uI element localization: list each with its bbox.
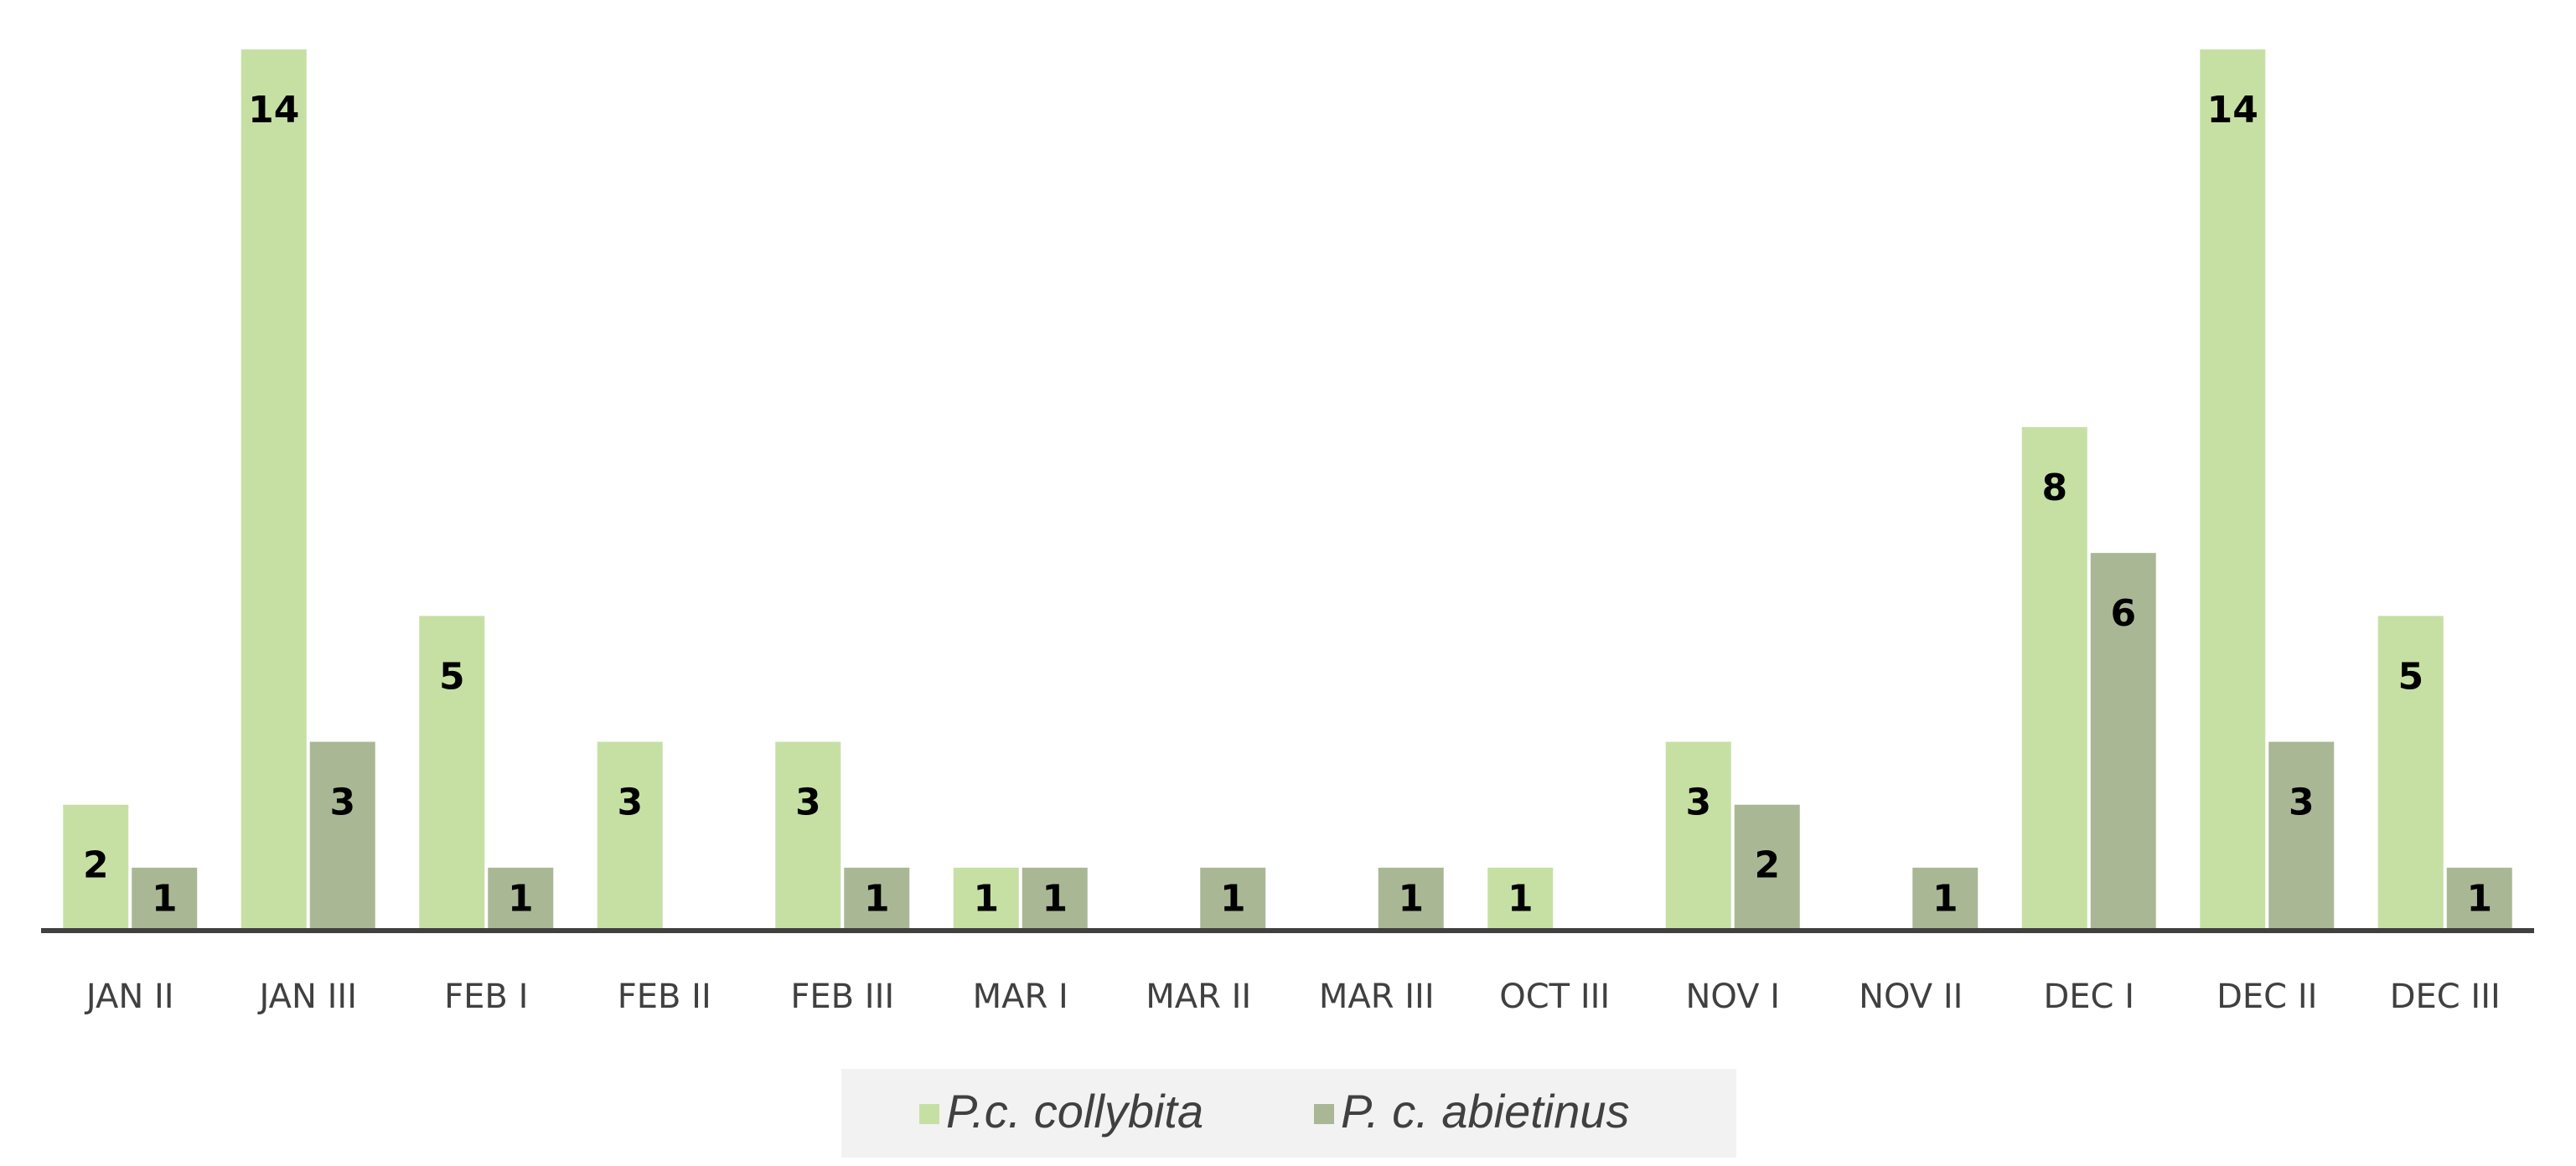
data-label: 1 bbox=[1932, 877, 1958, 920]
bar bbox=[1022, 867, 1088, 931]
x-tick-label: FEB II bbox=[618, 978, 711, 1016]
bar bbox=[63, 804, 129, 931]
data-label: 1 bbox=[1220, 877, 1246, 920]
x-tick-label: MAR I bbox=[973, 978, 1068, 1016]
data-label: 1 bbox=[1398, 877, 1424, 920]
x-tick-label: DEC III bbox=[2390, 978, 2501, 1016]
data-label: 5 bbox=[2398, 655, 2423, 698]
x-tick-label: JAN II bbox=[84, 978, 174, 1016]
x-tick-label: DEC II bbox=[2216, 978, 2317, 1016]
data-label: 1 bbox=[1042, 877, 1068, 920]
bar bbox=[2090, 553, 2156, 931]
bar bbox=[2446, 867, 2512, 931]
legend-label: P. c. abietinus bbox=[1341, 1085, 1630, 1138]
data-label: 1 bbox=[2466, 877, 2492, 920]
legend-label: P.c. collybita bbox=[946, 1085, 1203, 1138]
bar bbox=[597, 741, 663, 931]
data-label: 1 bbox=[864, 877, 890, 920]
bar bbox=[419, 616, 485, 931]
data-label: 8 bbox=[2041, 467, 2067, 509]
bar bbox=[1200, 867, 1266, 931]
x-tick-label: MAR II bbox=[1146, 978, 1251, 1016]
data-label: 14 bbox=[2207, 89, 2258, 132]
data-label: 6 bbox=[2110, 592, 2136, 635]
bar bbox=[953, 867, 1019, 931]
data-label: 2 bbox=[1754, 844, 1780, 887]
bar bbox=[1912, 867, 1979, 931]
x-tick-label: FEB III bbox=[790, 978, 894, 1016]
data-label: 1 bbox=[508, 877, 534, 920]
bar bbox=[1487, 867, 1554, 931]
data-label: 1 bbox=[1508, 877, 1534, 920]
data-label: 3 bbox=[617, 782, 643, 824]
data-label: 1 bbox=[973, 877, 999, 920]
data-label: 3 bbox=[1685, 782, 1711, 824]
x-tick-label: NOV II bbox=[1859, 978, 1963, 1016]
data-label: 3 bbox=[795, 782, 821, 824]
x-tick-label: NOV I bbox=[1685, 978, 1780, 1016]
bar bbox=[241, 49, 307, 931]
bar bbox=[488, 867, 554, 931]
data-label: 14 bbox=[248, 89, 299, 132]
x-tick-label: MAR III bbox=[1319, 978, 1435, 1016]
x-tick-label: OCT III bbox=[1499, 978, 1610, 1016]
bar bbox=[2021, 426, 2087, 931]
bar bbox=[2200, 49, 2266, 931]
bar bbox=[309, 741, 375, 931]
bar bbox=[1734, 804, 1800, 931]
bar bbox=[2268, 741, 2335, 931]
data-label: 5 bbox=[439, 655, 465, 698]
bar bbox=[2377, 616, 2444, 931]
x-tick-label: JAN III bbox=[257, 978, 357, 1016]
bar bbox=[775, 741, 841, 931]
bar bbox=[844, 867, 910, 931]
data-label: 3 bbox=[2289, 782, 2315, 824]
x-tick-label: FEB I bbox=[444, 978, 528, 1016]
bar bbox=[132, 867, 198, 931]
bar bbox=[1665, 741, 1731, 931]
legend-box bbox=[841, 1069, 1736, 1158]
data-label: 3 bbox=[329, 782, 355, 824]
bar bbox=[1378, 867, 1444, 931]
legend-marker bbox=[919, 1104, 939, 1124]
data-label: 1 bbox=[152, 877, 178, 920]
x-tick-label: DEC I bbox=[2043, 978, 2134, 1016]
data-label: 2 bbox=[83, 844, 109, 887]
legend-marker bbox=[1314, 1104, 1334, 1124]
